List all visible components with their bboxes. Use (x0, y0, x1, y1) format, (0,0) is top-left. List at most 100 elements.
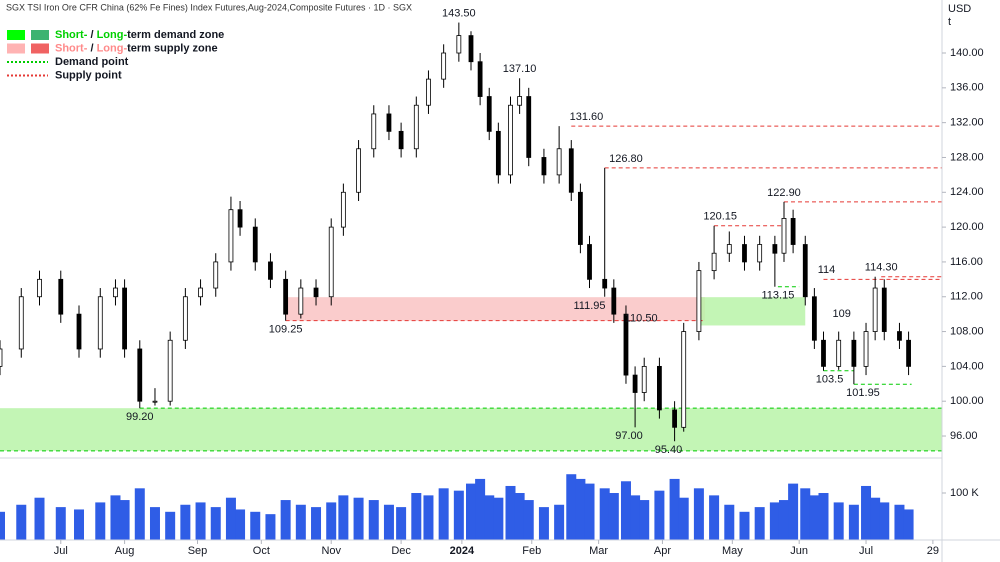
candle-body (477, 61, 483, 97)
y-tick-label: 104.00 (950, 360, 984, 372)
x-tick-label: Apr (654, 545, 671, 557)
legend-swatch (7, 30, 25, 40)
x-tick-label: Sep (188, 545, 208, 557)
volume-bar (74, 509, 85, 540)
volume-bar (724, 504, 735, 540)
volume-bar (423, 495, 434, 540)
candle-body (811, 296, 817, 341)
candle-body (167, 339, 173, 402)
legend-text: Short- (55, 29, 88, 41)
price-label: 101.95 (846, 387, 880, 399)
candle-body (356, 148, 361, 193)
candle-body (897, 331, 902, 341)
price-label: 110.50 (625, 313, 658, 325)
candle-body (657, 365, 662, 411)
price-label: 113.15 (761, 290, 794, 302)
volume-bar (195, 502, 206, 540)
volume-bar (280, 500, 291, 540)
volume-bar (34, 497, 45, 540)
legend-entry: Short- / Long-term supply zone (55, 42, 218, 54)
candle-body (213, 261, 219, 289)
candle-body (836, 339, 842, 367)
candle-body (122, 287, 127, 350)
price-label: 131.60 (570, 111, 604, 123)
price-label: 109.25 (269, 324, 303, 336)
volume-bar (769, 502, 780, 540)
volume-bar (800, 488, 811, 540)
volume-bar (879, 502, 890, 540)
volume-bar (739, 511, 750, 540)
volume-bar (411, 493, 422, 540)
volume-bar (475, 478, 486, 540)
candle-body (97, 296, 103, 350)
volume-panel (0, 474, 914, 540)
y-tick-label: 140.00 (950, 47, 984, 59)
candle-body (37, 278, 42, 298)
volume-bar (0, 511, 5, 540)
price-label: 114 (818, 264, 836, 276)
legend-text: Supply point (55, 69, 122, 81)
volume-bar (654, 490, 665, 540)
candle-body (821, 339, 826, 367)
y-tick-label: 116.00 (950, 256, 983, 268)
candle-body (577, 191, 583, 245)
volume-bar (630, 495, 641, 540)
volume-bar (353, 497, 364, 540)
price-label: 122.90 (767, 187, 801, 199)
volume-bar (678, 497, 689, 540)
candle-body (456, 35, 462, 54)
volume-tick-label: 100 K (950, 487, 979, 499)
volume-bar (235, 509, 246, 540)
volume-bar (466, 483, 476, 540)
legend-text: Long- (97, 42, 128, 54)
candle-body (696, 270, 702, 332)
y-tick-label: 124.00 (950, 186, 984, 198)
zones (0, 297, 942, 451)
candle-body (495, 130, 501, 176)
candle-body (18, 296, 24, 350)
volume-bar (311, 507, 322, 540)
candle-body (772, 244, 778, 254)
volume-bar (538, 507, 549, 540)
candle-body (790, 218, 796, 245)
candle-body (556, 148, 562, 176)
legend-text: / (87, 42, 96, 54)
candle-body (517, 96, 523, 106)
candle-body (426, 78, 431, 106)
volume-bar (599, 488, 610, 540)
x-tick-label: Oct (253, 545, 270, 557)
legend-text: term supply zone (127, 42, 217, 54)
candle-body (441, 52, 447, 80)
legend-text: Demand point (55, 56, 129, 68)
volume-bar (326, 502, 337, 540)
volume-bar (265, 514, 276, 540)
candle-body (371, 113, 377, 150)
volume-bar (709, 495, 720, 540)
candle-body (182, 296, 188, 341)
volume-bar (620, 481, 631, 540)
volume-bar (861, 485, 872, 540)
volume-bar (383, 504, 394, 540)
candle-body (113, 287, 118, 298)
legend-swatch (7, 43, 25, 54)
price-label: 126.80 (609, 153, 643, 165)
volume-bar (180, 504, 191, 540)
price-label: 99.20 (126, 411, 154, 423)
x-tick-label: 29 (927, 545, 939, 557)
legend-text: Long- (97, 29, 128, 41)
volume-bar (95, 502, 106, 540)
candle-body (632, 374, 638, 393)
x-tick-label: Jun (790, 545, 808, 557)
volume-bar (16, 504, 27, 540)
x-tick-label: Nov (321, 545, 341, 557)
chart-title: SGX TSI Iron Ore CFR China (62% Fe Fines… (6, 2, 412, 12)
volume-bar (566, 474, 577, 540)
x-tick-label: Aug (115, 545, 135, 557)
candle-body (237, 209, 243, 228)
volume-bar (149, 507, 160, 540)
volume-bar (523, 500, 534, 540)
candle-body (313, 287, 319, 298)
candle-body (872, 287, 878, 332)
volume-bar (134, 488, 145, 540)
candle-body (851, 339, 857, 367)
